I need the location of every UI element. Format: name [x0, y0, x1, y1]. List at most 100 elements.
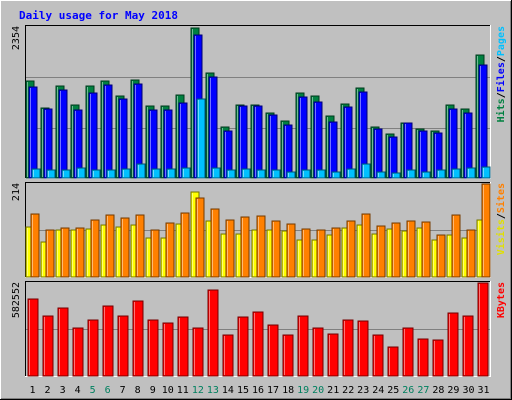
bar-pages-day-31 [481, 166, 491, 179]
x-tick-label-day-19: 19 [297, 385, 309, 396]
bar-sites-day-17 [271, 220, 281, 278]
bar-pages-day-29 [451, 168, 461, 179]
x-tick-label-day-17: 17 [267, 385, 279, 396]
bars-visits [25, 183, 491, 278]
x-tick-label-day-7: 7 [120, 385, 126, 396]
legend-entry-visits: Visits [495, 219, 507, 255]
bar-kbytes-day-24 [372, 334, 384, 377]
x-tick-label-day-23: 23 [357, 385, 369, 396]
bar-sites-day-29 [451, 214, 461, 278]
x-tick-label-day-30: 30 [462, 385, 474, 396]
bar-kbytes-day-22 [342, 319, 354, 377]
bar-kbytes-day-25 [387, 346, 399, 377]
bar-pages-day-28 [436, 169, 446, 179]
chart-title: Daily usage for May 2018 [19, 9, 178, 22]
x-tick-label-day-1: 1 [29, 385, 35, 396]
x-tick-label-day-10: 10 [162, 385, 174, 396]
bar-sites-day-6 [105, 214, 115, 278]
bar-sites-day-28 [436, 234, 446, 278]
bar-sites-day-25 [391, 222, 401, 278]
bar-sites-day-4 [75, 227, 85, 278]
bar-kbytes-day-14 [222, 334, 234, 377]
bar-pages-day-18 [286, 171, 296, 179]
bar-sites-day-23 [361, 213, 371, 278]
legend-visits: Visits/Sites [495, 183, 507, 255]
x-tick-label-day-24: 24 [372, 385, 384, 396]
bar-pages-day-3 [61, 169, 71, 179]
bar-pages-day-21 [331, 171, 341, 179]
legend-separator: / [496, 213, 507, 219]
bars-hits [25, 27, 491, 179]
bar-kbytes-day-7 [117, 315, 129, 377]
bar-sites-day-12 [195, 197, 205, 278]
panel-hits: 2354 Hits/Files/Pages [11, 25, 507, 179]
bar-kbytes-day-18 [282, 334, 294, 377]
bar-sites-day-2 [45, 229, 55, 278]
x-tick-label-day-26: 26 [402, 385, 414, 396]
x-tick-label-day-16: 16 [252, 385, 264, 396]
legend-separator: / [496, 92, 507, 98]
y-axis-max-label: 214 [11, 183, 22, 201]
bar-kbytes-day-11 [177, 316, 189, 377]
bar-pages-day-30 [466, 167, 476, 179]
bar-pages-day-2 [46, 169, 56, 179]
x-tick-label-day-20: 20 [312, 385, 324, 396]
bar-pages-day-1 [31, 168, 41, 179]
bar-kbytes-day-1 [27, 298, 39, 377]
x-tick-label-day-14: 14 [222, 385, 234, 396]
bar-kbytes-day-8 [132, 300, 144, 377]
x-tick-label-day-31: 31 [477, 385, 489, 396]
bar-sites-day-18 [286, 223, 296, 278]
legend-entry-hits: Hits [495, 98, 507, 122]
bar-kbytes-day-5 [87, 319, 99, 377]
x-tick-label-day-18: 18 [282, 385, 294, 396]
bars-kbytes [27, 282, 489, 377]
bar-sites-day-1 [30, 213, 40, 278]
bar-sites-day-5 [90, 219, 100, 278]
bar-sites-day-14 [225, 219, 235, 278]
bar-sites-day-31 [481, 183, 491, 278]
x-tick-label-day-25: 25 [387, 385, 399, 396]
bar-pages-day-16 [256, 169, 266, 179]
bar-pages-day-15 [241, 168, 251, 179]
bar-kbytes-day-9 [147, 319, 159, 377]
bar-kbytes-day-2 [42, 315, 54, 377]
bar-kbytes-day-13 [207, 289, 219, 377]
bar-kbytes-day-28 [432, 339, 444, 377]
legend-hits: Hits/Files/Pages [495, 26, 507, 122]
bar-kbytes-day-4 [72, 327, 84, 377]
bar-sites-day-11 [180, 212, 190, 278]
bar-pages-day-4 [76, 167, 86, 179]
bar-pages-day-26 [406, 169, 416, 179]
legend-separator: / [496, 56, 507, 62]
x-tick-label-day-21: 21 [327, 385, 339, 396]
legend-kbytes: KBytes [496, 282, 507, 318]
x-tick-label-day-3: 3 [60, 385, 66, 396]
chart-panels: 2354Hits/Files/Pages214Visits/Sites58255… [11, 25, 507, 377]
x-axis-day-labels: 1 2 3 4 5 6 7 8 9 10 11 12 13 14 15 16 17 18 19 20 21 22 23 24 2… [29, 385, 489, 396]
panel-visits: 214 Visits/Sites [11, 182, 507, 278]
bar-kbytes-day-12 [192, 327, 204, 377]
bar-kbytes-day-6 [102, 305, 114, 377]
bar-sites-day-8 [135, 214, 145, 278]
bar-kbytes-day-21 [327, 333, 339, 377]
x-tick-label-day-4: 4 [75, 385, 81, 396]
x-tick-label-day-8: 8 [135, 385, 141, 396]
bar-kbytes-day-23 [357, 320, 369, 377]
y-axis-max-label: 2354 [11, 26, 22, 50]
bar-kbytes-day-20 [312, 327, 324, 377]
bar-sites-day-16 [256, 215, 266, 278]
bar-sites-day-30 [466, 229, 476, 278]
bar-pages-day-5 [91, 169, 101, 179]
bar-pages-day-14 [226, 169, 236, 179]
x-tick-label-day-22: 22 [342, 385, 354, 396]
bar-sites-day-21 [331, 227, 341, 278]
bar-pages-day-11 [181, 167, 191, 179]
bar-sites-day-15 [240, 216, 250, 278]
x-tick-label-day-2: 2 [44, 385, 50, 396]
bar-pages-day-7 [121, 168, 131, 179]
x-tick-label-day-13: 13 [207, 385, 219, 396]
bar-kbytes-day-10 [162, 322, 174, 377]
bar-pages-day-20 [316, 169, 326, 179]
